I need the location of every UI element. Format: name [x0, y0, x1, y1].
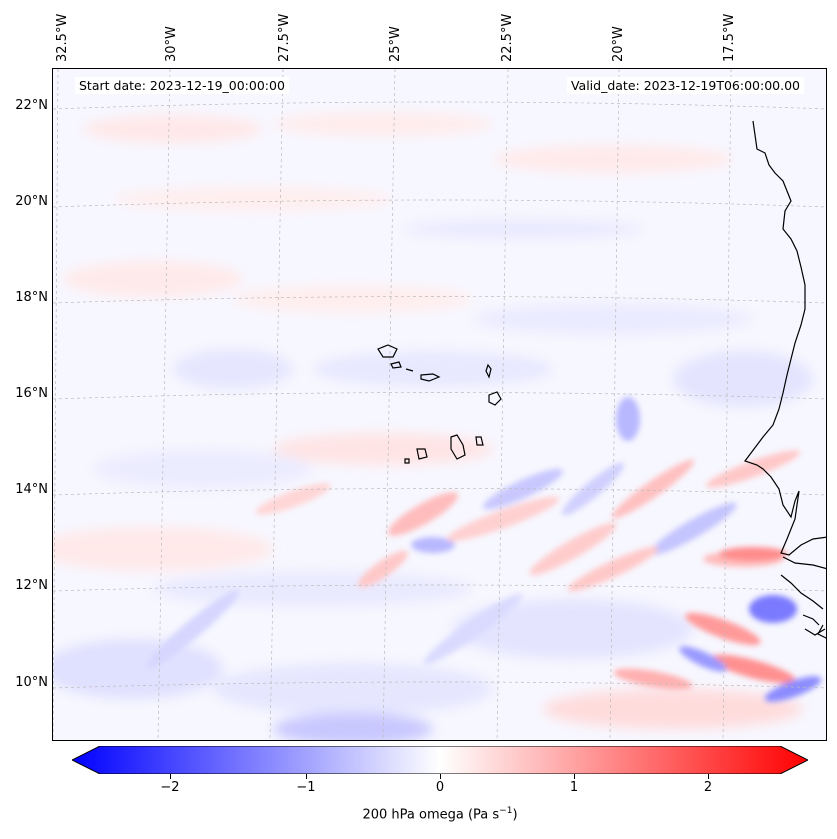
cb-tickmark-minus2	[170, 774, 171, 779]
lat-label-20n: 20°N	[15, 194, 48, 209]
cb-tick-minus1: −1	[296, 780, 316, 795]
lat-label-12n: 12°N	[15, 578, 48, 593]
boa-vista-island	[488, 391, 502, 406]
lat-label-16n: 16°N	[15, 386, 48, 401]
lat-label-10n: 10°N	[15, 675, 48, 690]
colorbar-label-suffix: )	[512, 807, 518, 823]
santo-antao-island	[377, 344, 398, 358]
santa-luzia-island	[405, 368, 414, 372]
colorbar-label: 200 hPa omega (Pa s−1)	[0, 806, 837, 822]
cb-tick-1: 1	[569, 780, 579, 795]
omega-field-map	[53, 69, 826, 740]
fogo-island	[416, 448, 428, 460]
lon-label-27-5w: 27.5°W	[277, 13, 292, 62]
coastlines	[744, 120, 826, 639]
lat-label-14n: 14°N	[15, 482, 48, 497]
colorbar	[72, 746, 808, 774]
cape-verde-islands	[377, 344, 502, 464]
colorbar-gradient	[72, 746, 808, 774]
lon-label-32-5w: 32.5°W	[55, 13, 70, 62]
lon-label-25w: 25°W	[388, 26, 403, 62]
gambia-coastline	[782, 556, 826, 570]
maio-island	[475, 436, 484, 446]
valid-date-annotation: Valid_date: 2023-12-19T06:00:00.00	[566, 77, 804, 94]
colorbar-label-exponent: −1	[499, 806, 513, 816]
lon-label-30w: 30°W	[164, 26, 179, 62]
santiago-island	[450, 434, 466, 460]
guinea-bissau-coastline	[780, 574, 824, 610]
cb-tickmark-minus1	[306, 774, 307, 779]
map-panel: Start date: 2023-12-19_00:00:00 Valid_da…	[52, 68, 827, 741]
lon-label-22-5w: 22.5°W	[500, 13, 515, 62]
cb-tick-minus2: −2	[160, 780, 180, 795]
lat-label-22n: 22°N	[15, 98, 48, 113]
cb-tick-2: 2	[703, 780, 713, 795]
start-date-annotation: Start date: 2023-12-19_00:00:00	[75, 77, 289, 94]
cb-tick-0: 0	[435, 780, 445, 795]
sao-vicente-island	[390, 361, 402, 369]
gridlines	[53, 69, 826, 740]
sal-island	[485, 363, 492, 379]
guinea-coastline	[817, 624, 826, 639]
cb-tickmark-1	[574, 774, 575, 779]
brava-island	[404, 458, 410, 464]
bijagos-islands	[802, 614, 826, 636]
cb-tickmark-0	[440, 774, 441, 779]
lon-label-20w: 20°W	[611, 26, 626, 62]
colorbar-label-prefix: 200 hPa omega (Pa s	[362, 807, 500, 823]
lon-label-17-5w: 17.5°W	[722, 13, 737, 62]
cb-tickmark-2	[708, 774, 709, 779]
field-shading-detail	[146, 397, 822, 702]
lat-label-18n: 18°N	[15, 290, 48, 305]
africa-coastline	[744, 120, 826, 556]
field-shading-broad	[53, 112, 813, 740]
sao-nicolau-island	[420, 373, 441, 382]
